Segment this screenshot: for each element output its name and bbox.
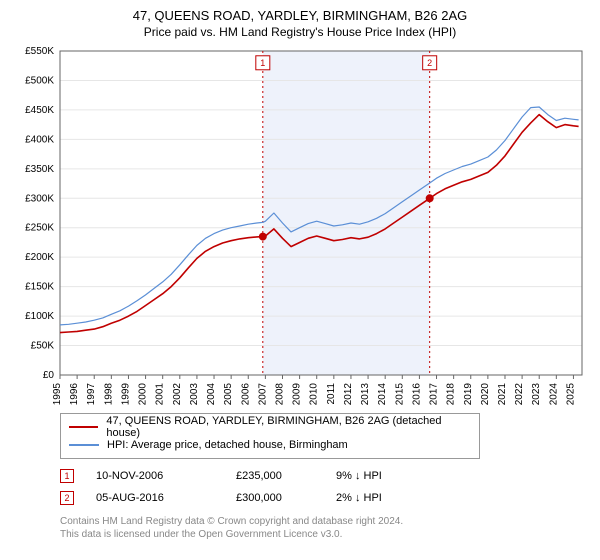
svg-text:1997: 1997 [86,383,97,405]
svg-text:2017: 2017 [429,383,440,405]
legend-row-property: 47, QUEENS ROAD, YARDLEY, BIRMINGHAM, B2… [69,418,471,436]
svg-text:2025: 2025 [565,383,576,405]
footer-line2: This data is licensed under the Open Gov… [60,528,590,541]
svg-text:2: 2 [427,58,432,68]
svg-text:2020: 2020 [480,383,491,405]
svg-text:£550K: £550K [25,46,54,57]
svg-text:2002: 2002 [172,383,183,405]
svg-text:£400K: £400K [25,134,54,145]
transaction-badge-num: 2 [64,493,69,503]
svg-text:2006: 2006 [240,383,251,405]
svg-text:1996: 1996 [69,383,80,405]
transaction-diff: 9% ↓ HPI [336,470,436,482]
legend-label-hpi: HPI: Average price, detached house, Birm… [107,439,348,451]
line-chart-svg: £0 £50K £100K £150K £200K £250K £300K £350K £400… [10,45,590,405]
svg-text:1: 1 [260,58,265,68]
chart-area: £0 £50K £100K £150K £200K £250K £300K £350K £400… [10,45,590,405]
svg-text:2016: 2016 [411,383,422,405]
legend-swatch-property [69,426,98,428]
svg-text:£50K: £50K [31,341,55,352]
transaction-badge-num: 1 [64,471,69,481]
transaction-row: 1 10-NOV-2006 £235,000 9% ↓ HPI [60,465,590,487]
svg-text:£300K: £300K [25,193,54,204]
svg-text:2021: 2021 [497,383,508,405]
transaction-table: 1 10-NOV-2006 £235,000 9% ↓ HPI 2 05-AUG… [60,465,590,509]
svg-text:2007: 2007 [257,383,268,405]
svg-text:1999: 1999 [120,383,131,405]
chart-container: 47, QUEENS ROAD, YARDLEY, BIRMINGHAM, B2… [0,0,600,560]
svg-text:2008: 2008 [274,383,285,405]
footer-line1: Contains HM Land Registry data © Crown c… [60,515,590,528]
legend-label-property: 47, QUEENS ROAD, YARDLEY, BIRMINGHAM, B2… [106,415,471,439]
svg-text:2005: 2005 [223,383,234,405]
svg-text:2024: 2024 [548,383,559,405]
svg-text:2000: 2000 [138,383,149,405]
svg-text:2010: 2010 [309,383,320,405]
svg-text:£200K: £200K [25,252,54,263]
svg-text:£250K: £250K [25,223,54,234]
svg-text:2012: 2012 [343,383,354,405]
svg-text:£450K: £450K [25,105,54,116]
svg-text:2011: 2011 [326,383,337,405]
legend-box: 47, QUEENS ROAD, YARDLEY, BIRMINGHAM, B2… [60,413,480,459]
svg-text:£500K: £500K [25,75,54,86]
svg-text:2022: 2022 [514,383,525,405]
svg-text:2023: 2023 [531,383,542,405]
legend-swatch-hpi [69,444,99,446]
svg-text:1995: 1995 [52,383,63,405]
svg-text:2003: 2003 [189,383,200,405]
svg-text:2013: 2013 [360,383,371,405]
svg-text:£100K: £100K [25,311,54,322]
svg-text:2018: 2018 [446,383,457,405]
svg-text:2004: 2004 [206,383,217,405]
footer-text: Contains HM Land Registry data © Crown c… [60,515,590,541]
transaction-diff: 2% ↓ HPI [336,492,436,504]
transaction-price: £235,000 [236,470,336,482]
page-subtitle: Price paid vs. HM Land Registry's House … [10,25,590,39]
svg-text:2019: 2019 [463,383,474,405]
transaction-price: £300,000 [236,492,336,504]
transaction-badge: 1 [60,469,74,483]
transaction-row: 2 05-AUG-2016 £300,000 2% ↓ HPI [60,487,590,509]
svg-text:£150K: £150K [25,282,54,293]
svg-text:2015: 2015 [394,383,405,405]
page-title: 47, QUEENS ROAD, YARDLEY, BIRMINGHAM, B2… [10,8,590,23]
transaction-badge: 2 [60,491,74,505]
svg-text:2001: 2001 [155,383,166,405]
svg-text:1998: 1998 [103,383,114,405]
transaction-date: 10-NOV-2006 [96,470,236,482]
svg-text:£0: £0 [43,370,55,381]
svg-text:2014: 2014 [377,383,388,405]
svg-text:£350K: £350K [25,164,54,175]
svg-text:2009: 2009 [292,383,303,405]
transaction-date: 05-AUG-2016 [96,492,236,504]
